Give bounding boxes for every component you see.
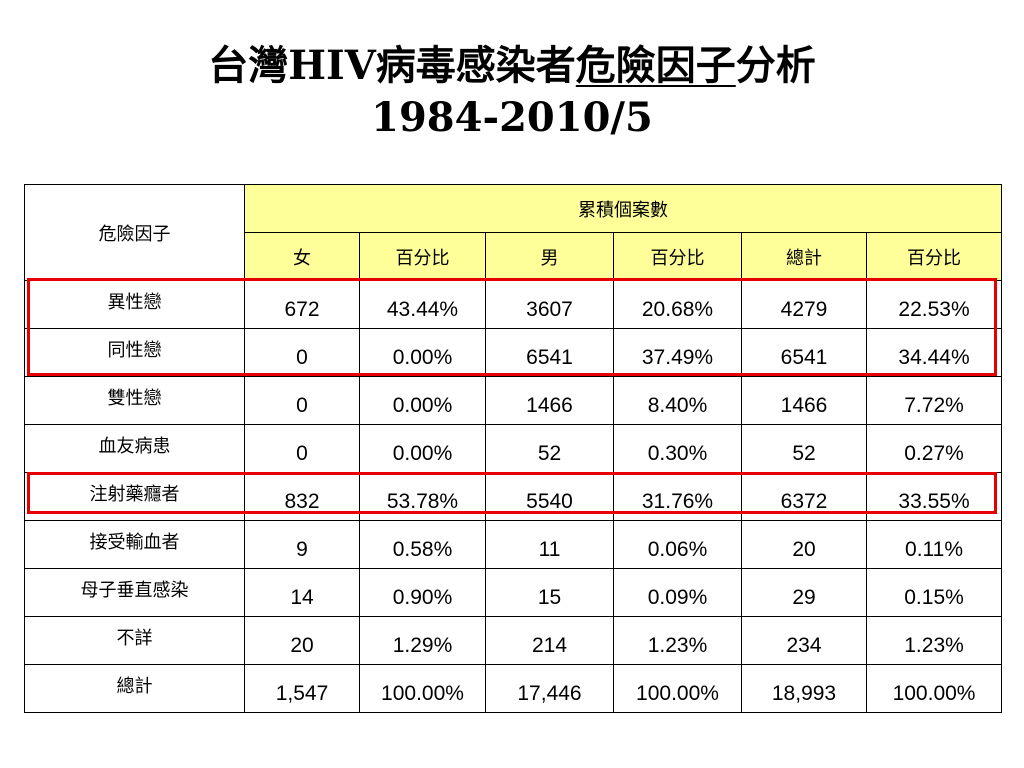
risk-factor-table: 危險因子 累積個案數 女 百分比 男 百分比 總計 百分比 異性戀 672 43…: [24, 184, 1003, 713]
row-label: 注射藥癮者: [24, 472, 245, 521]
table-cell: 20: [741, 520, 867, 569]
table-cell: 15: [485, 568, 614, 617]
column-header: 總計: [741, 232, 867, 281]
table-cell: 0.30%: [613, 424, 742, 473]
table-cell: 3607: [485, 280, 614, 329]
table-cell: 0.90%: [359, 568, 486, 617]
title-underlined: 危險因子: [575, 42, 736, 89]
table-cell: 0.00%: [359, 424, 486, 473]
table-row: 母子垂直感染 14 0.90% 15 0.09% 29 0.15%: [24, 568, 1003, 617]
table-cell: 52: [741, 424, 867, 473]
table-cell: 53.78%: [359, 472, 486, 521]
column-header: 百分比: [359, 232, 486, 281]
table-cell: 0.00%: [359, 376, 486, 425]
table-cell: 9: [244, 520, 360, 569]
row-label: 血友病患: [24, 424, 245, 473]
row-label: 接受輸血者: [24, 520, 245, 569]
table-cell: 17,446: [485, 664, 614, 713]
column-header: 百分比: [613, 232, 742, 281]
table-cell: 0: [244, 376, 360, 425]
table-cell: 100.00%: [613, 664, 742, 713]
row-label: 不詳: [24, 616, 245, 665]
table-row: 血友病患 0 0.00% 52 0.30% 52 0.27%: [24, 424, 1003, 473]
row-label: 母子垂直感染: [24, 568, 245, 617]
row-label: 總計: [24, 664, 245, 713]
table-row: 雙性戀 0 0.00% 1466 8.40% 1466 7.72%: [24, 376, 1003, 425]
column-header: 女: [244, 232, 360, 281]
table-cell: 0: [244, 424, 360, 473]
table-cell: 0.00%: [359, 328, 486, 377]
table-row: 不詳 20 1.29% 214 1.23% 234 1.23%: [24, 616, 1003, 665]
table-cell: 34.44%: [865, 328, 1003, 377]
table-cell: 1.23%: [613, 616, 742, 665]
table-cell: 1466: [741, 376, 867, 425]
table-row: 同性戀 0 0.00% 6541 37.49% 6541 34.44%: [24, 328, 1003, 377]
column-header: 男: [485, 232, 614, 281]
table-cell: 832: [244, 472, 360, 521]
table-cell: 234: [741, 616, 867, 665]
column-header: 百分比: [865, 232, 1003, 281]
row-label: 同性戀: [24, 328, 245, 377]
table-row: 異性戀 672 43.44% 3607 20.68% 4279 22.53%: [24, 280, 1003, 329]
table-cell: 37.49%: [613, 328, 742, 377]
table-cell: 0.06%: [613, 520, 742, 569]
table-cell: 6541: [741, 328, 867, 377]
table-cell: 1.23%: [865, 616, 1003, 665]
table-cell: 22.53%: [865, 280, 1003, 329]
title-suffix: 分析: [735, 42, 816, 89]
title-main: 台灣HIV病毒感染者危險因子分析: [0, 40, 1024, 92]
table-cell: 4279: [741, 280, 867, 329]
table-cell: 8.40%: [613, 376, 742, 425]
table-cell: 6372: [741, 472, 867, 521]
table-cell: 0.09%: [613, 568, 742, 617]
title-prefix: 台灣HIV病毒感染者: [208, 42, 576, 89]
table-cell: 33.55%: [865, 472, 1003, 521]
row-label: 異性戀: [24, 280, 245, 329]
table-cell: 5540: [485, 472, 614, 521]
table-cell: 1466: [485, 376, 614, 425]
table-cell: 31.76%: [613, 472, 742, 521]
row-label: 雙性戀: [24, 376, 245, 425]
table-cell: 0: [244, 328, 360, 377]
corner-header: 危險因子: [24, 184, 245, 281]
table-row: 注射藥癮者 832 53.78% 5540 31.76% 6372 33.55%: [24, 472, 1003, 521]
table-cell: 0.27%: [865, 424, 1003, 473]
group-header: 累積個案數: [243, 184, 1003, 233]
table-cell: 0.15%: [865, 568, 1003, 617]
table-row-total: 總計 1,547 100.00% 17,446 100.00% 18,993 1…: [24, 664, 1003, 713]
table-cell: 214: [485, 616, 614, 665]
table-cell: 0.58%: [359, 520, 486, 569]
table-cell: 6541: [485, 328, 614, 377]
slide-title: 台灣HIV病毒感染者危險因子分析 1984-2010/5: [0, 40, 1024, 144]
table-cell: 1,547: [244, 664, 360, 713]
table-cell: 14: [244, 568, 360, 617]
table-cell: 11: [485, 520, 614, 569]
table-cell: 672: [244, 280, 360, 329]
table-cell: 0.11%: [865, 520, 1003, 569]
table-cell: 43.44%: [359, 280, 486, 329]
table-cell: 52: [485, 424, 614, 473]
table-cell: 18,993: [741, 664, 867, 713]
table-cell: 20.68%: [613, 280, 742, 329]
table-cell: 1.29%: [359, 616, 486, 665]
table-cell: 20: [244, 616, 360, 665]
table-cell: 29: [741, 568, 867, 617]
table-cell: 100.00%: [359, 664, 486, 713]
title-date-range: 1984-2010/5: [371, 94, 653, 141]
table-cell: 100.00%: [865, 664, 1003, 713]
table-cell: 7.72%: [865, 376, 1003, 425]
table-row: 接受輸血者 9 0.58% 11 0.06% 20 0.11%: [24, 520, 1003, 569]
